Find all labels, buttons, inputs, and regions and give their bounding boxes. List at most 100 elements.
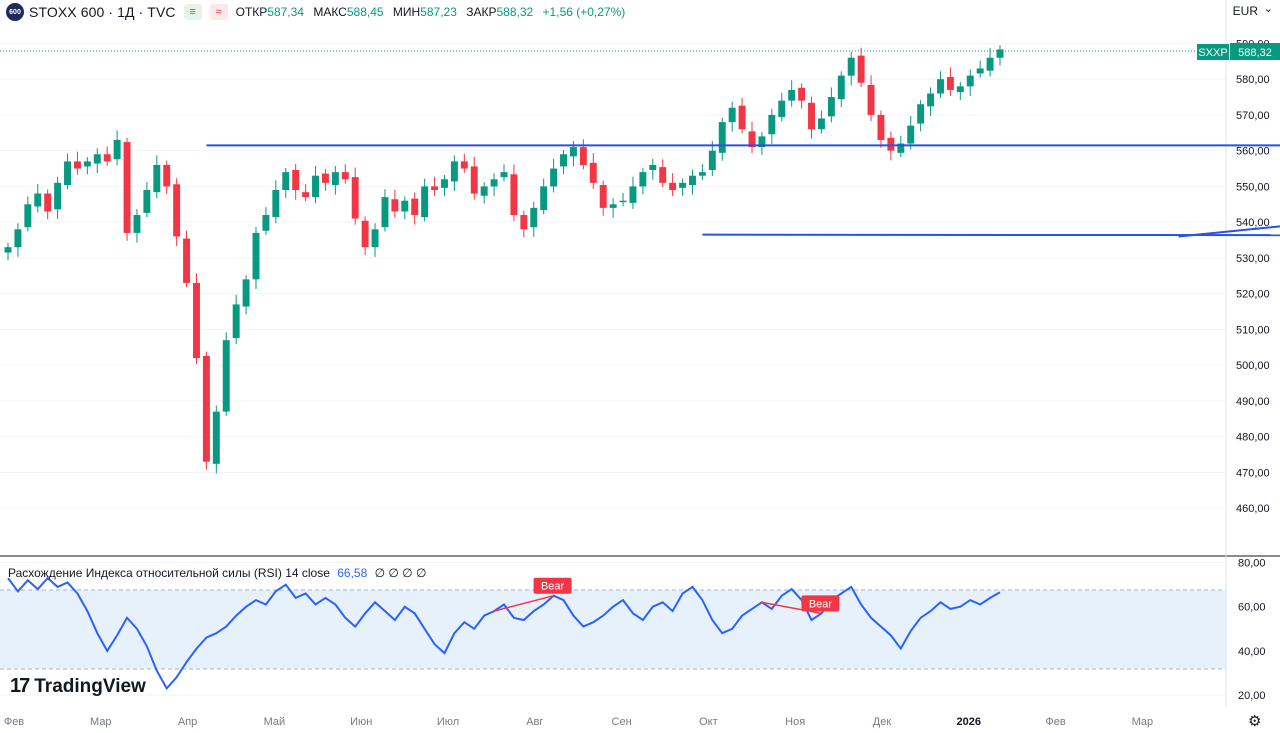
rsi-tick-label: 80,00 — [1238, 558, 1266, 570]
rsi-band — [0, 590, 1226, 669]
bear-label: Bear — [809, 598, 833, 610]
candle-body — [282, 172, 290, 190]
candle-body — [490, 179, 498, 187]
price-tick-label: 510,00 — [1236, 324, 1270, 336]
time-tick-label: Июл — [437, 716, 459, 728]
candle-body — [93, 154, 101, 164]
time-tick-label: Мар — [1132, 716, 1154, 728]
price-axis[interactable]: 460,00 470,00 480,00 490,00 500,00 510,00 520,… — [1236, 38, 1270, 515]
price-tick-label: 570,00 — [1236, 110, 1270, 122]
trendlines[interactable] — [206, 56, 1280, 251]
candle-body — [778, 100, 786, 118]
chevron-down-icon[interactable]: ⌄ — [1263, 3, 1273, 15]
candle-body — [788, 89, 796, 101]
bear-label-bg — [533, 577, 572, 594]
candle-body — [123, 142, 131, 233]
candles — [4, 45, 1004, 474]
candle-body — [689, 175, 696, 185]
candle-body — [937, 79, 944, 94]
rsi-placeholders: ∅ ∅ ∅ ∅ — [374, 566, 427, 580]
candle-body — [331, 172, 339, 185]
candle-body — [877, 114, 885, 140]
time-tick-label: Ноя — [785, 716, 805, 728]
time-axis[interactable]: Фев Мар Апр Май Июн Июл Авг Сен Окт Ноя Дек 2026 Фев… — [4, 716, 1153, 728]
bear-label-bg — [801, 595, 840, 612]
rsi-tick-label: 40,00 — [1238, 646, 1266, 658]
open-label: ОТКР — [235, 5, 268, 19]
high-value: 588,45 — [346, 5, 384, 19]
candle-body — [996, 49, 1004, 58]
candle-body — [113, 139, 121, 160]
candle-body — [24, 204, 32, 228]
candle-body — [748, 131, 756, 148]
candle-body — [64, 161, 71, 185]
time-tick-label: Сен — [612, 716, 632, 728]
tradingview-logo[interactable]: 17 TradingView — [10, 675, 146, 698]
rsi-tick-label: 60,00 — [1238, 602, 1266, 614]
price-tick-label: 480,00 — [1236, 432, 1270, 444]
bear-markers: Bear Bear — [493, 577, 840, 615]
candle-body — [550, 168, 558, 187]
symbol-logo[interactable]: 600 — [6, 3, 24, 21]
candle-body — [431, 186, 439, 190]
close-label: ЗАКР — [466, 5, 497, 19]
currency-selector[interactable]: EUR — [1232, 4, 1258, 18]
candle-body — [629, 186, 637, 203]
candle-body — [708, 150, 716, 170]
chart-header: 600 STOXX 600 · 1Д · TVC ≡ ≈ ОТКР587,34 … — [6, 3, 631, 21]
candle-body — [470, 166, 478, 194]
candle-body — [698, 172, 706, 176]
price-grid — [0, 42, 1226, 509]
candle-body — [222, 340, 230, 412]
candle-body — [480, 186, 488, 196]
approx-icon[interactable]: ≈ — [209, 4, 228, 20]
low-value: 587,23 — [420, 5, 457, 19]
candle-body — [649, 164, 657, 170]
time-tick-label: 2026 — [957, 716, 981, 728]
time-tick-label: Апр — [178, 716, 197, 728]
time-tick-label: Мар — [90, 716, 112, 728]
trendline[interactable] — [702, 233, 1280, 237]
candle-body — [956, 86, 964, 93]
symbol-title[interactable]: STOXX 600 · 1Д · TVC — [29, 4, 176, 20]
candle-body — [73, 161, 81, 169]
price-tick-label: 500,00 — [1236, 360, 1270, 372]
candle-body — [530, 207, 538, 228]
candle-body — [411, 198, 419, 216]
open-value: 587,34 — [267, 5, 304, 19]
candle-body — [44, 193, 52, 212]
candle-body — [193, 282, 200, 358]
time-tick-label: Фев — [4, 716, 24, 728]
candle-body — [133, 215, 141, 233]
candle-body — [907, 125, 915, 144]
candle-body — [371, 229, 379, 248]
time-tick-label: Окт — [699, 716, 718, 728]
flag-icon[interactable]: ≡ — [183, 4, 202, 20]
gear-icon[interactable]: ⚙ — [1248, 713, 1262, 730]
candle-body — [450, 161, 458, 182]
candle-body — [232, 304, 240, 338]
candle-body — [728, 107, 736, 123]
candle-body — [292, 169, 300, 190]
time-tick-label: Фев — [1045, 716, 1065, 728]
candle-body — [540, 186, 548, 211]
rsi-header[interactable]: Расхождение Индекса относительной силы (… — [8, 566, 426, 580]
rsi-params: 14 close — [285, 566, 330, 580]
candle-body — [34, 193, 42, 207]
candle-body — [262, 215, 270, 231]
time-tick-label: Июн — [350, 716, 372, 728]
price-tag-symbol: SXXP — [1198, 47, 1227, 59]
candle-body — [302, 192, 310, 198]
candle-body — [808, 102, 815, 130]
price-tick-label: 520,00 — [1236, 289, 1270, 301]
candle-body — [768, 114, 776, 135]
rsi-axis[interactable]: 20,00 40,00 60,00 80,00 — [1238, 558, 1266, 702]
candle-body — [827, 97, 835, 117]
candle-body — [212, 411, 220, 464]
close-value: 588,32 — [496, 5, 534, 19]
candle-body — [341, 172, 349, 180]
candle-body — [381, 197, 389, 228]
candle-body — [312, 175, 319, 198]
candle-body — [54, 182, 62, 210]
